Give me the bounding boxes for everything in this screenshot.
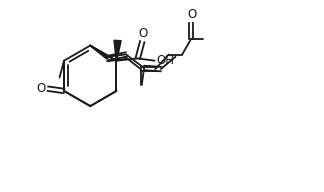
- Polygon shape: [114, 40, 121, 61]
- Text: O: O: [139, 27, 148, 40]
- Text: O: O: [188, 8, 197, 21]
- Text: O: O: [36, 82, 46, 95]
- Text: OH: OH: [156, 54, 174, 67]
